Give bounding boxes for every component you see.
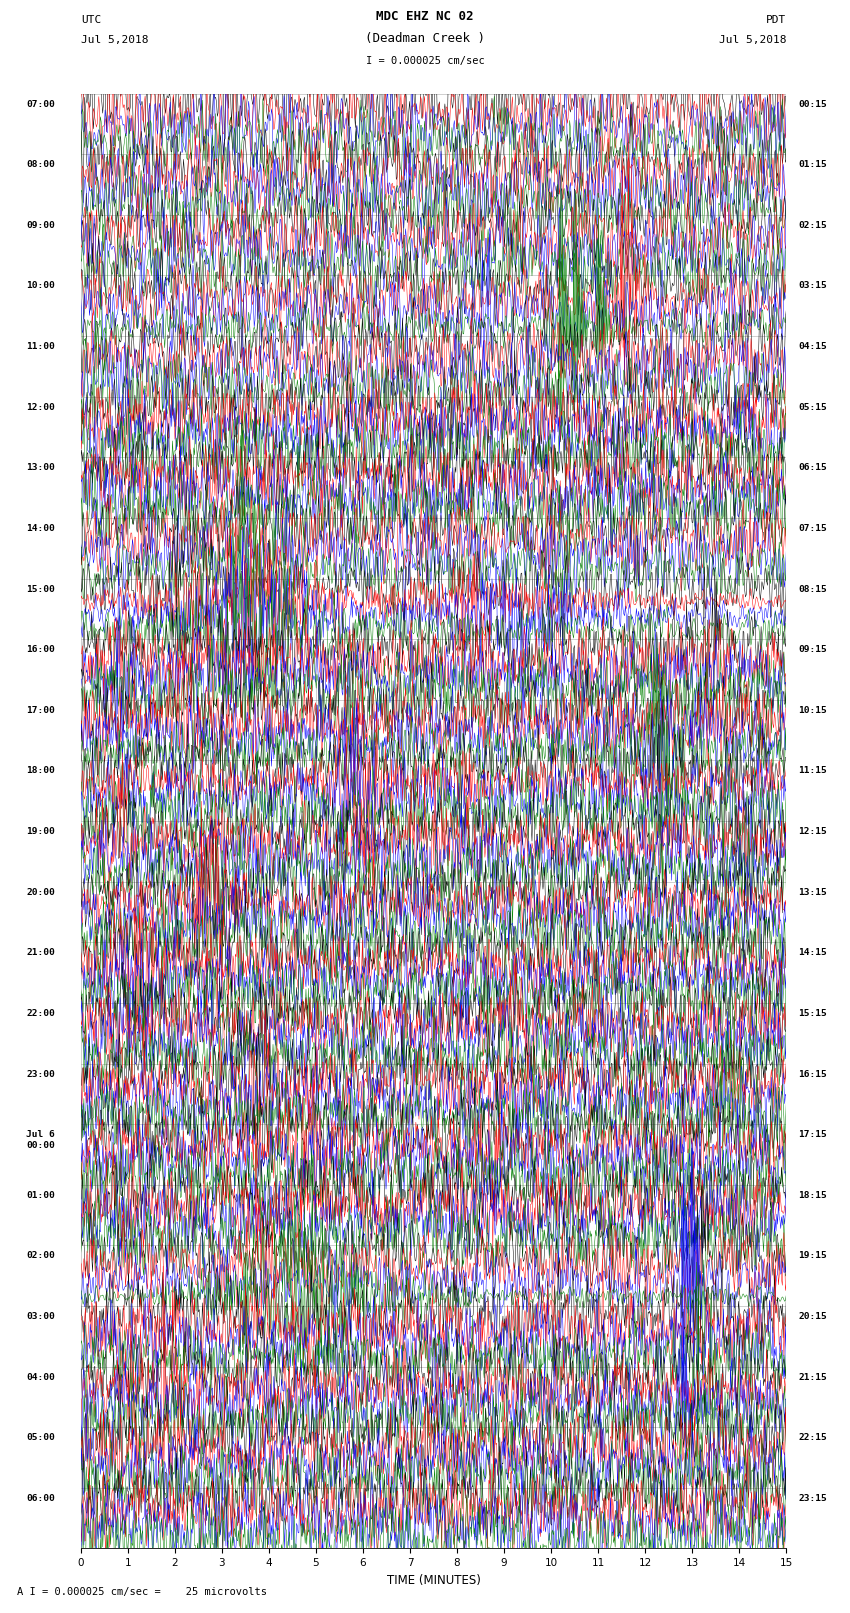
Text: 17:00: 17:00 [26,706,55,715]
Text: 12:00: 12:00 [26,403,55,411]
Text: 15:00: 15:00 [26,584,55,594]
Text: 15:15: 15:15 [798,1010,827,1018]
Text: 19:15: 19:15 [798,1252,827,1260]
Text: 18:15: 18:15 [798,1190,827,1200]
Text: 13:15: 13:15 [798,887,827,897]
Text: 22:15: 22:15 [798,1434,827,1442]
Text: 11:00: 11:00 [26,342,55,352]
Text: 20:00: 20:00 [26,887,55,897]
Text: 21:15: 21:15 [798,1373,827,1382]
Text: 04:00: 04:00 [26,1373,55,1382]
Text: 03:00: 03:00 [26,1311,55,1321]
Text: 03:15: 03:15 [798,282,827,290]
Text: 02:00: 02:00 [26,1252,55,1260]
Text: 02:15: 02:15 [798,221,827,231]
Text: 20:15: 20:15 [798,1311,827,1321]
Text: 14:15: 14:15 [798,948,827,958]
Text: 07:15: 07:15 [798,524,827,532]
Text: 01:00: 01:00 [26,1190,55,1200]
Text: Jul 5,2018: Jul 5,2018 [81,35,148,45]
Text: 11:15: 11:15 [798,766,827,776]
Text: 08:00: 08:00 [26,160,55,169]
Text: 14:00: 14:00 [26,524,55,532]
Text: 13:00: 13:00 [26,463,55,473]
Text: 16:00: 16:00 [26,645,55,655]
Text: 08:15: 08:15 [798,584,827,594]
Text: 00:15: 00:15 [798,100,827,108]
Text: Jul 5,2018: Jul 5,2018 [719,35,786,45]
Text: (Deadman Creek ): (Deadman Creek ) [365,32,485,45]
Text: MDC EHZ NC 02: MDC EHZ NC 02 [377,10,473,23]
Text: 23:00: 23:00 [26,1069,55,1079]
Text: A I = 0.000025 cm/sec =    25 microvolts: A I = 0.000025 cm/sec = 25 microvolts [17,1587,267,1597]
Text: 10:15: 10:15 [798,706,827,715]
Text: PDT: PDT [766,15,786,24]
Text: 19:00: 19:00 [26,827,55,836]
Text: 01:15: 01:15 [798,160,827,169]
Text: 10:00: 10:00 [26,282,55,290]
Text: 09:00: 09:00 [26,221,55,231]
Text: UTC: UTC [81,15,101,24]
Text: 05:15: 05:15 [798,403,827,411]
Text: 06:15: 06:15 [798,463,827,473]
Text: 12:15: 12:15 [798,827,827,836]
Text: 06:00: 06:00 [26,1494,55,1503]
Text: 21:00: 21:00 [26,948,55,958]
Text: 07:00: 07:00 [26,100,55,108]
Text: 17:15: 17:15 [798,1131,827,1139]
Text: 18:00: 18:00 [26,766,55,776]
Text: 23:15: 23:15 [798,1494,827,1503]
Text: 05:00: 05:00 [26,1434,55,1442]
Text: Jul 6
00:00: Jul 6 00:00 [26,1131,55,1150]
Text: 04:15: 04:15 [798,342,827,352]
Text: I = 0.000025 cm/sec: I = 0.000025 cm/sec [366,56,484,66]
Text: 16:15: 16:15 [798,1069,827,1079]
X-axis label: TIME (MINUTES): TIME (MINUTES) [387,1574,480,1587]
Text: 22:00: 22:00 [26,1010,55,1018]
Text: 09:15: 09:15 [798,645,827,655]
